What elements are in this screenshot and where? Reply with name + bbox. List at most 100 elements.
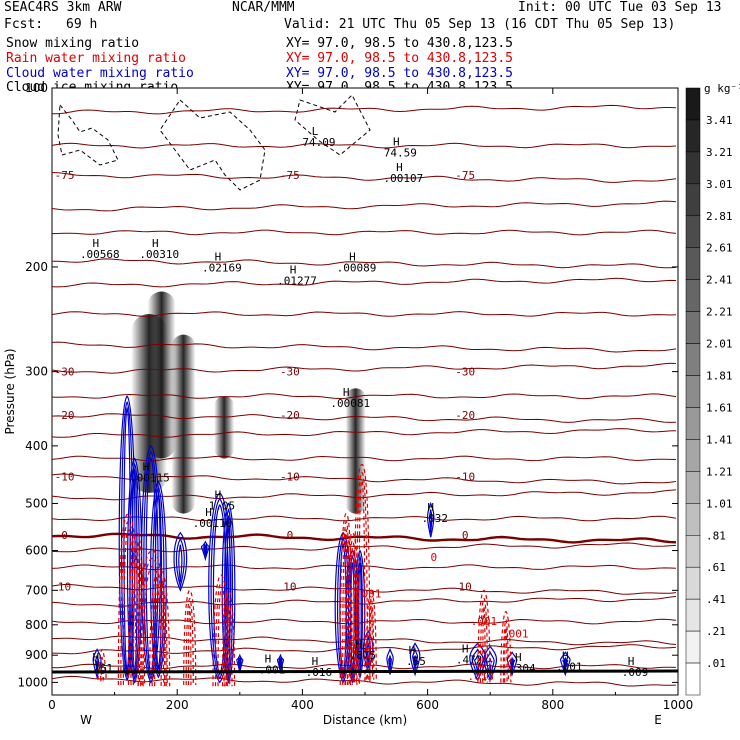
y-tick-label: 700 (25, 583, 48, 597)
cloud-water-contour (131, 468, 138, 675)
isotherm-label: 0 (61, 529, 68, 542)
y-axis-label: Pressure (hPa) (3, 348, 17, 434)
extremum-value: 74.09 (302, 136, 335, 149)
extremum-marker: H (215, 250, 222, 263)
fcst-label: Fcst: (4, 17, 44, 32)
colorbar-cell (685, 662, 701, 696)
snow-plume (214, 396, 235, 459)
extremum-marker: H (343, 386, 350, 399)
isotherm-line (52, 200, 677, 212)
cloud-water-contour (386, 647, 394, 675)
extremum-marker: H (462, 642, 469, 655)
extremum-value: .00110 (193, 517, 233, 530)
snow-shading (131, 291, 366, 514)
extremum-value: .472 (456, 653, 483, 666)
extremum-value: .00089 (337, 261, 377, 274)
extremum-marker: H (265, 652, 272, 665)
colorbar-label: 1.81 (706, 370, 733, 383)
colorbar-label: 2.01 (706, 338, 733, 351)
cloud-water-contour (563, 658, 568, 668)
colorbar-cell (685, 375, 701, 408)
isotherm-label: 10 (58, 581, 71, 594)
extremum-marker: L (312, 125, 319, 138)
rain-label: .001 (502, 627, 529, 640)
colorbar-label: .21 (706, 625, 726, 638)
colorbar-cell (685, 119, 701, 153)
rain-contour (479, 597, 489, 683)
extremum-marker: H (152, 237, 159, 250)
isotherm-label: -30 (455, 366, 475, 379)
colorbar-cell (685, 566, 701, 600)
rain-contour (130, 540, 143, 685)
colorbar-cell (685, 630, 701, 664)
isotherm-label: 10 (283, 581, 296, 594)
isotherm-line (52, 675, 677, 687)
cloud-water-contour (140, 445, 161, 684)
colorbar-label: .61 (706, 561, 726, 574)
coastline-path (57, 94, 371, 191)
ground-line (51, 669, 679, 674)
cloud-water-contour (510, 658, 514, 668)
extremum-marker: H (515, 651, 522, 664)
rain-contour (142, 565, 162, 687)
isotherm-line (52, 393, 677, 400)
cloud-water-contour (409, 642, 421, 677)
cloud-water-contour (203, 543, 208, 557)
rain-contour (355, 471, 368, 683)
rain-contour (212, 574, 230, 687)
colorbar-cell (685, 407, 701, 440)
y-tick-label: 400 (25, 439, 48, 453)
isotherm-line (52, 172, 677, 183)
isotherm-label: -10 (280, 470, 300, 483)
rain-contour (117, 512, 139, 685)
isotherm-label: 10 (459, 581, 472, 594)
colorbar-cell (685, 598, 701, 632)
extremum-value: .875 (349, 649, 376, 662)
isotherm-label: 0 (462, 529, 469, 542)
extremum-marker: H (628, 655, 635, 668)
rain-contour (344, 528, 349, 685)
rain-contour (500, 610, 512, 683)
isotherm-line (52, 413, 677, 423)
rain-contours (97, 463, 512, 687)
isotherm-line (52, 229, 677, 236)
extremum-marker: H (205, 506, 212, 519)
extremum-marker: H (93, 237, 100, 250)
rain-contour (365, 589, 377, 680)
rain-contour (154, 582, 166, 687)
y-tick-label: 800 (25, 618, 48, 632)
cloud-water-contour (388, 658, 392, 667)
isotherm-label: -10 (55, 470, 75, 483)
y-tick-label: 100 (25, 81, 48, 95)
rain-contour (347, 540, 358, 685)
isotherm-line (52, 455, 677, 462)
colorbar-label: 2.41 (706, 274, 733, 287)
rain-label: .001 (355, 588, 382, 601)
cloud-water-contour (208, 492, 232, 684)
rain-contour (226, 605, 231, 687)
rain-contour (100, 664, 104, 682)
colorbar: 3.41 3.21 3.01 2.81 2.61 2.41 2.21 2.01 1.81 1.61… (685, 82, 740, 696)
rain-contour (502, 618, 509, 683)
rain-contour (482, 605, 486, 683)
isotherm-label: -75 (280, 169, 300, 182)
cloud-water-contour (149, 481, 167, 679)
cloud-water-contour (223, 508, 234, 681)
rain-contour (132, 548, 141, 685)
isotherm-line (52, 428, 677, 438)
isotherm-line (52, 362, 677, 374)
isotherm-label: -20 (280, 409, 300, 422)
cloud-water-contour (428, 515, 433, 530)
cloud-water-contour (238, 656, 242, 670)
colorbar-label: .41 (706, 593, 726, 606)
snow-plume (345, 388, 366, 514)
isotherm-line (52, 258, 677, 269)
cloud-water-contour (426, 501, 435, 538)
rain-contour (187, 605, 192, 685)
rain-contour (140, 557, 165, 687)
cloud-water-contour (126, 457, 143, 684)
cloud-water-contour (95, 659, 99, 670)
x-tick-label: 400 (291, 698, 314, 712)
colorbar-cell (685, 311, 701, 344)
rain-contour (185, 597, 194, 685)
